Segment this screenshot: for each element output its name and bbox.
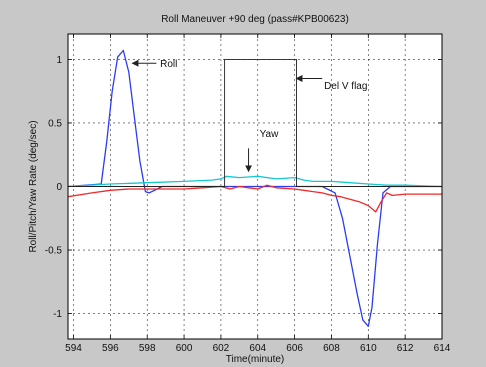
x-tick-label: 604 [249, 343, 266, 354]
x-tick-label: 606 [286, 343, 303, 354]
series-line-del-v-flag [68, 58, 442, 187]
annotation-label-roll: Roll [160, 59, 177, 70]
annotation-label-yaw: Yaw [260, 129, 279, 140]
x-tick-label: 614 [434, 343, 451, 354]
plot-border [67, 33, 443, 340]
y-tick-label: -0.5 [45, 246, 63, 257]
series-line-yaw [67, 175, 443, 188]
x-tick-label: 602 [213, 343, 230, 354]
series-line-pitch [67, 184, 442, 213]
y-tick-label: -1 [53, 309, 62, 320]
x-tick-label: 612 [397, 343, 414, 354]
x-tick-label: 600 [176, 343, 193, 354]
y-tick-label: 0.5 [48, 118, 62, 129]
x-axis-label: Time(minute) [226, 354, 285, 365]
x-tick-label: 608 [323, 343, 340, 354]
x-tick-label: 598 [139, 343, 156, 354]
chart-title: Roll Maneuver +90 deg (pass#KPB00623) [161, 14, 349, 25]
annotation-label-del-v-flag: Del V flag [324, 81, 367, 92]
x-tick-label: 596 [102, 343, 119, 354]
y-tick-label: 0 [56, 182, 62, 193]
y-tick-label: 1 [56, 55, 62, 66]
x-tick-label: 610 [360, 343, 377, 354]
x-tick-label: 594 [65, 343, 82, 354]
y-axis-label: Roll/Pitch/Yaw Rate (deg/sec) [28, 120, 39, 252]
